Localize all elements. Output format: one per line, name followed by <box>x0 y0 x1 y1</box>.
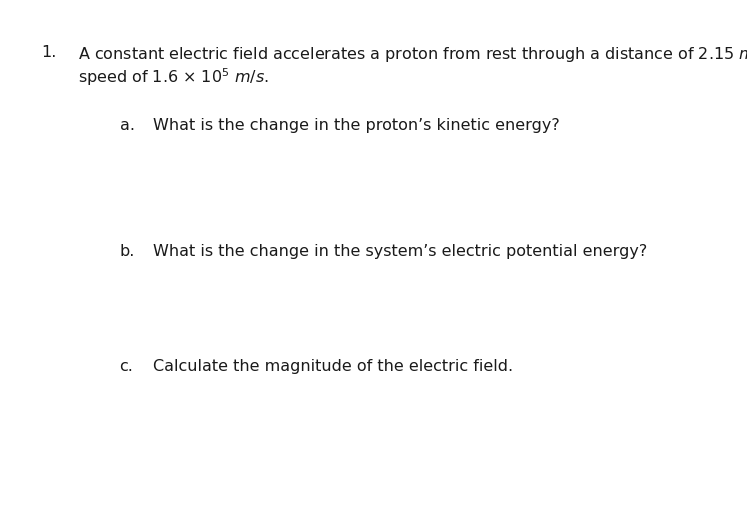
Text: a.: a. <box>120 118 134 133</box>
Text: Calculate the magnitude of the electric field.: Calculate the magnitude of the electric … <box>153 359 513 374</box>
Text: What is the change in the proton’s kinetic energy?: What is the change in the proton’s kinet… <box>153 118 560 133</box>
Text: speed of 1.6 $\times$ 10$^5$ $\mathit{m/s}$.: speed of 1.6 $\times$ 10$^5$ $\mathit{m/… <box>78 67 269 88</box>
Text: A constant electric field accelerates a proton from rest through a distance of 2: A constant electric field accelerates a … <box>78 45 747 63</box>
Text: 1.: 1. <box>41 45 57 60</box>
Text: b.: b. <box>120 244 135 259</box>
Text: c.: c. <box>120 359 134 374</box>
Text: What is the change in the system’s electric potential energy?: What is the change in the system’s elect… <box>153 244 648 259</box>
